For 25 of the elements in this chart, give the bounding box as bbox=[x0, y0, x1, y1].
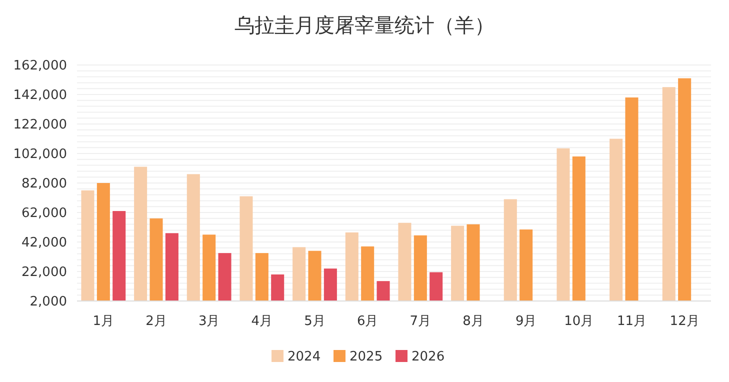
x-tick-label: 10月 bbox=[564, 314, 594, 329]
y-tick-label: 62,000 bbox=[22, 206, 67, 222]
chart-title: 乌拉圭月度屠宰量统计（羊） bbox=[234, 13, 494, 37]
x-tick-label: 11月 bbox=[616, 314, 647, 329]
x-tick-label: 12月 bbox=[670, 314, 700, 329]
x-tick-label: 3月 bbox=[198, 314, 220, 329]
y-tick-label: 82,000 bbox=[22, 176, 67, 192]
legend-label: 2026 bbox=[412, 350, 445, 365]
x-tick-label: 5月 bbox=[304, 314, 326, 329]
x-tick-label: 8月 bbox=[462, 314, 484, 329]
x-tick-label: 9月 bbox=[515, 314, 537, 329]
x-tick-label: 2月 bbox=[146, 314, 167, 329]
y-tick-label: 42,000 bbox=[22, 236, 67, 251]
x-tick-label: 1月 bbox=[92, 314, 114, 329]
y-tick-label: 122,000 bbox=[13, 118, 67, 133]
y-tick-label: 2,000 bbox=[30, 294, 67, 310]
x-tick-label: 4月 bbox=[251, 314, 273, 329]
x-tick-label: 7月 bbox=[410, 314, 432, 329]
legend-label: 2024 bbox=[288, 350, 321, 365]
x-tick-label: 6月 bbox=[356, 314, 378, 329]
y-tick-label: 102,000 bbox=[13, 147, 67, 162]
y-tick-label: 22,000 bbox=[22, 265, 67, 280]
y-tick-label: 162,000 bbox=[13, 58, 67, 74]
y-tick-label: 142,000 bbox=[13, 88, 67, 104]
legend-label: 2025 bbox=[350, 350, 383, 365]
